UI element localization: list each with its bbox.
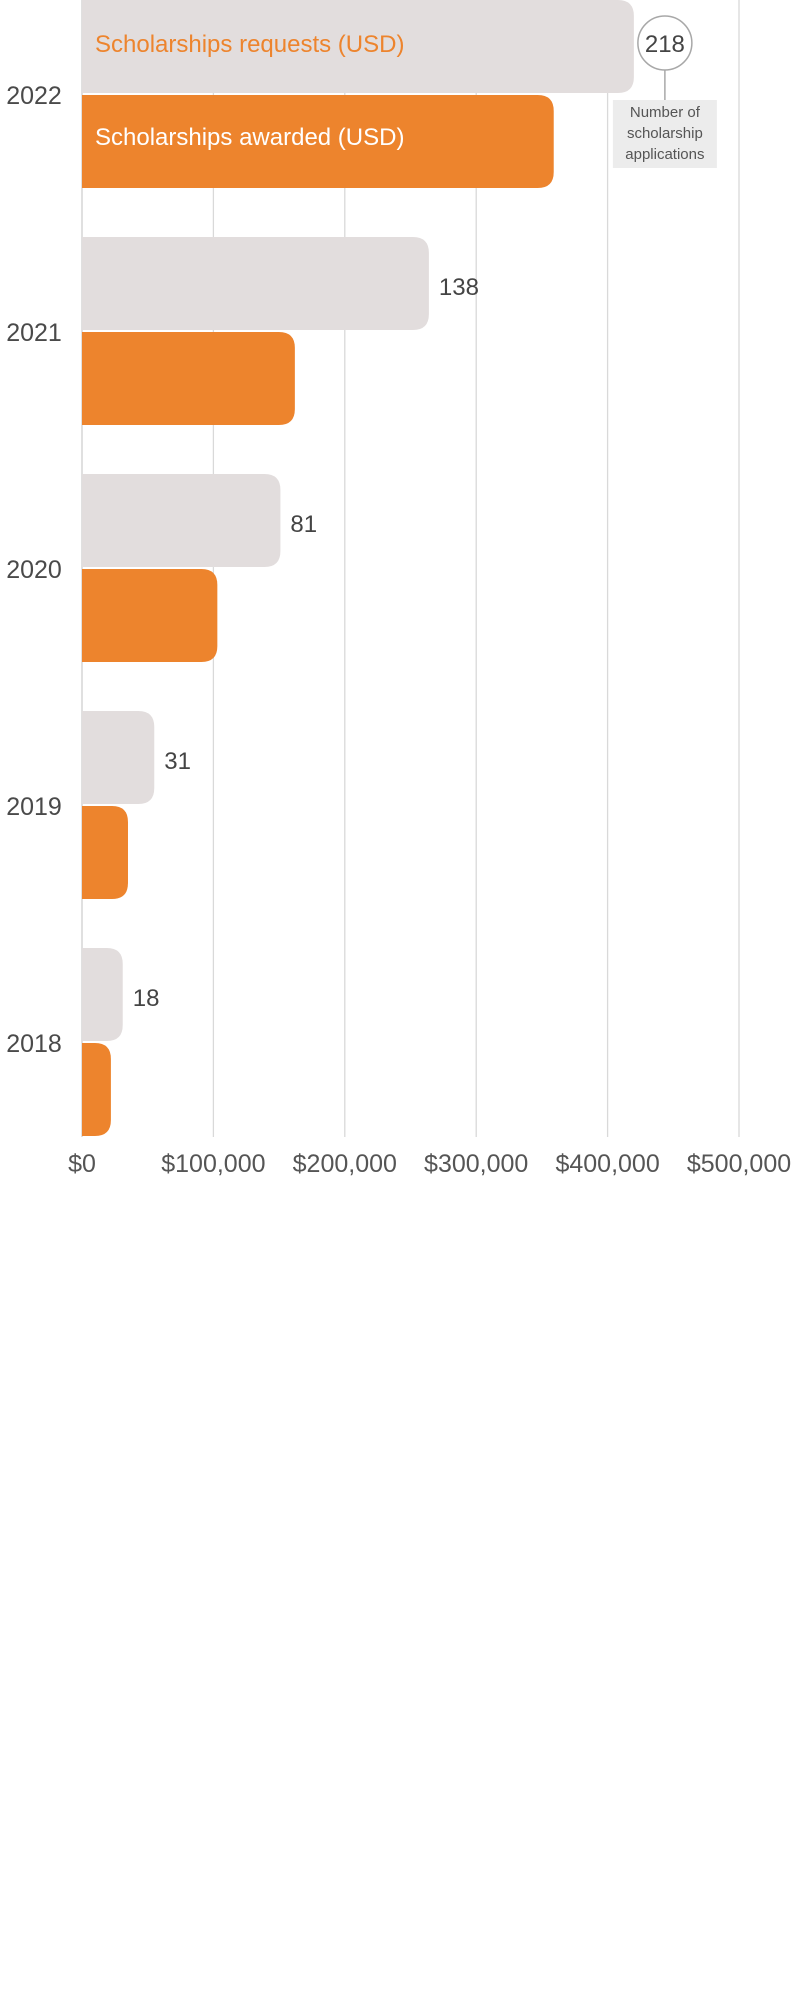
applications-count: 138 [439, 274, 479, 301]
year-label: 2022 [6, 82, 62, 110]
applications-note-box [612, 100, 717, 168]
requests-bar [82, 237, 429, 330]
applications-count: 218 [645, 31, 685, 58]
x-tick-label: $500,000 [687, 1150, 791, 1178]
requests-bar [82, 0, 634, 93]
requests-bar [82, 711, 155, 804]
awarded-bar [82, 569, 218, 662]
awarded-bar [82, 332, 295, 425]
labels: $0 $100,000 $200,000 $300,000 $400,000 $500,0… [6, 15, 791, 1178]
awarded-bar [82, 95, 554, 188]
bars [82, 0, 634, 1136]
x-tick-label: $300,000 [424, 1150, 528, 1178]
requests-bar [82, 948, 123, 1041]
year-label: 2019 [6, 793, 62, 821]
year-label: 2021 [6, 319, 62, 347]
applications-count: 31 [164, 748, 191, 775]
applications-note: Number of scholarship applications [625, 104, 704, 163]
x-tick-label: $400,000 [555, 1150, 659, 1178]
year-label: 2018 [6, 1030, 62, 1058]
applications-count: 81 [290, 511, 317, 538]
awarded-bar [82, 1043, 111, 1136]
awarded-bar [82, 806, 128, 899]
x-tick-label: $200,000 [293, 1150, 397, 1178]
year-label: 2020 [6, 556, 62, 584]
applications-count: 18 [133, 985, 160, 1012]
grid-lines [81, 0, 740, 1137]
x-tick-label: $100,000 [161, 1150, 265, 1178]
requests-bar [82, 474, 281, 567]
legend-awarded: Scholarships awarded (USD) [95, 124, 404, 151]
legend-requests: Scholarships requests (USD) [95, 31, 404, 58]
x-tick-label: $0 [68, 1150, 96, 1178]
